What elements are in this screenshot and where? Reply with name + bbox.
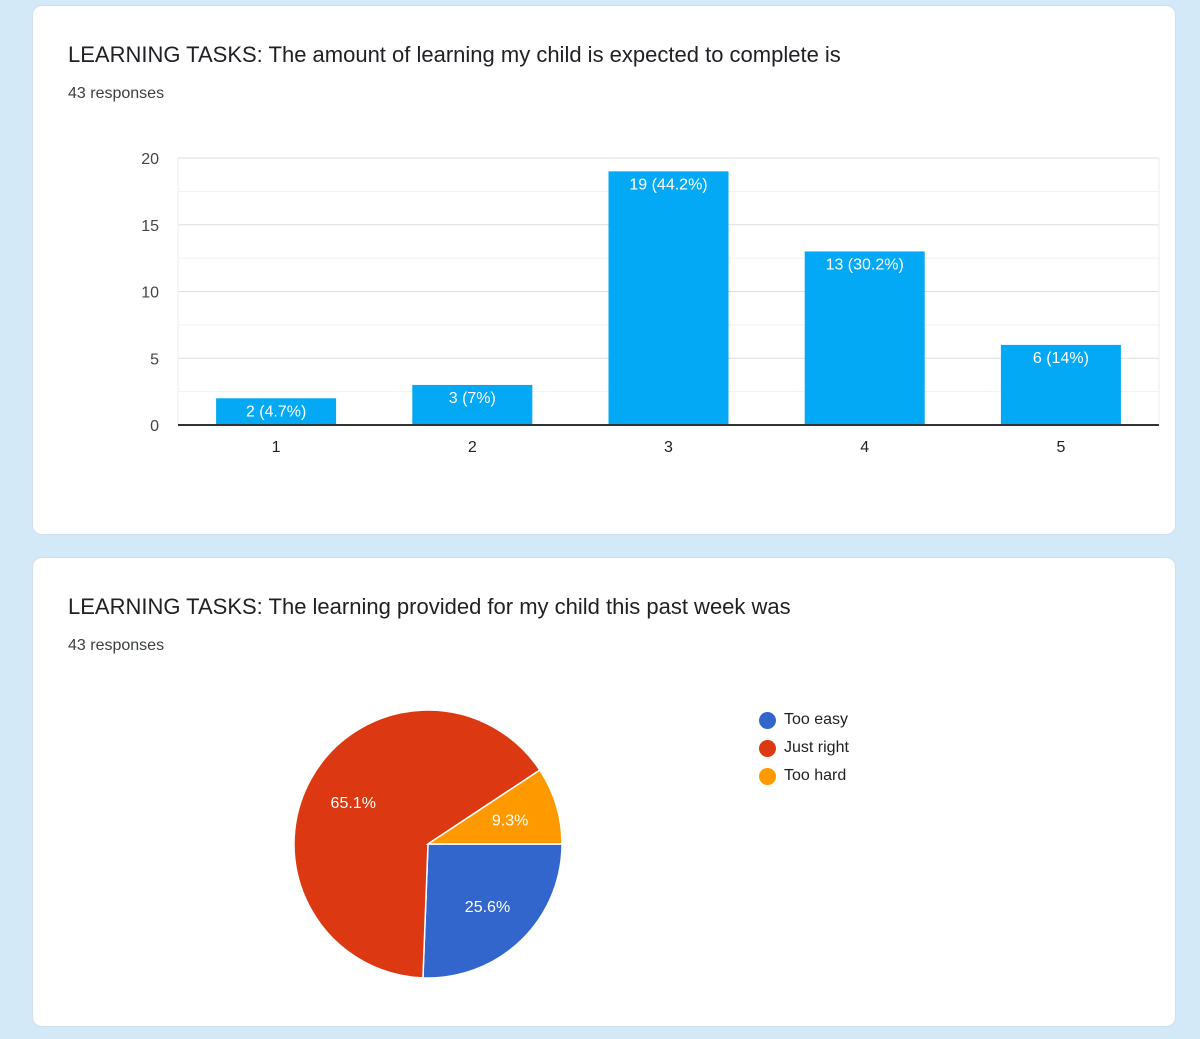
legend-item[interactable]: Too hard: [759, 762, 849, 790]
y-tick-label: 10: [141, 285, 159, 302]
x-tick-label: 1: [272, 439, 281, 456]
pie-slice: [422, 843, 563, 979]
pie-data-label: 65.1%: [331, 795, 376, 812]
y-tick-label: 0: [150, 418, 159, 435]
x-tick-label: 3: [664, 439, 673, 456]
legend-item[interactable]: Too easy: [759, 706, 849, 734]
legend-swatch: [759, 767, 776, 785]
x-tick-label: 2: [468, 439, 477, 456]
x-tick-label: 5: [1056, 439, 1065, 456]
bar-data-label: 3 (7%): [449, 390, 496, 407]
pie-data-label: 25.6%: [465, 899, 510, 916]
response-count: 43 responses: [68, 85, 165, 102]
chart-legend: Too easy Just right Too hard: [759, 706, 849, 790]
bar-data-label: 13 (30.2%): [826, 256, 904, 273]
pie-slice: [293, 709, 541, 979]
legend-item[interactable]: Just right: [759, 734, 849, 762]
question-title: LEARNING TASKS: The amount of learning m…: [68, 42, 841, 67]
x-tick-label: 4: [860, 439, 869, 456]
y-tick-label: 15: [141, 218, 159, 235]
bar-chart: 0 5 10 15 20 2 (4.7%) 1 3 (7%) 2 19 (44.2%) 3 13 (3…: [141, 151, 1160, 456]
legend-swatch: [759, 711, 776, 729]
bar: [804, 251, 925, 425]
bar-chart-card: LEARNING TASKS: The amount of learning m…: [32, 5, 1176, 535]
bar: [412, 384, 533, 425]
bar: [216, 398, 337, 425]
response-count: 43 responses: [68, 637, 165, 654]
pie-chart-card: LEARNING TASKS: The learning provided fo…: [32, 557, 1176, 1027]
legend-label: Too easy: [784, 711, 849, 728]
legend-label: Too hard: [784, 767, 847, 784]
y-tick-label: 5: [150, 351, 159, 368]
legend-label: Just right: [784, 739, 849, 756]
pie-data-label: 9.3%: [492, 812, 528, 829]
y-tick-label: 20: [141, 151, 159, 168]
bar-data-label: 6 (14%): [1033, 350, 1089, 367]
bar-data-label: 19 (44.2%): [629, 176, 707, 193]
bar: [608, 171, 729, 425]
bar-data-label: 2 (4.7%): [246, 403, 306, 420]
question-title: LEARNING TASKS: The learning provided fo…: [68, 594, 791, 619]
pie-chart: 25.6% 65.1% 9.3%: [293, 709, 563, 979]
legend-swatch: [759, 739, 776, 757]
bar: [1000, 344, 1121, 425]
pie-slice: [425, 769, 563, 845]
